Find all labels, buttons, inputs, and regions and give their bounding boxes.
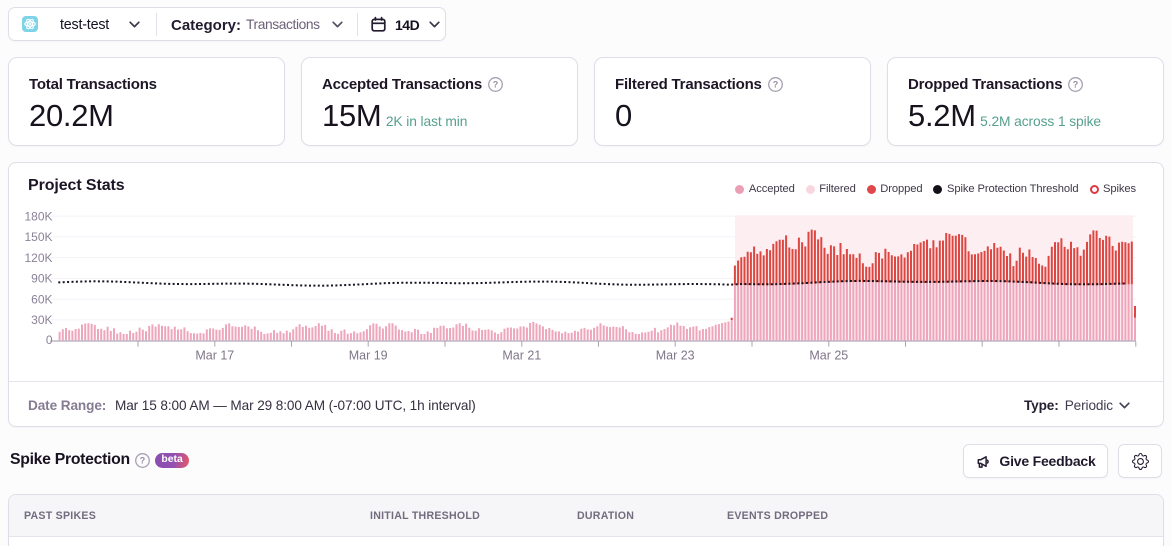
svg-text:Mar 17: Mar 17 xyxy=(195,349,234,363)
svg-text:Mar 19: Mar 19 xyxy=(349,349,388,363)
svg-text:120K: 120K xyxy=(24,251,52,265)
svg-text:150K: 150K xyxy=(24,230,52,244)
svg-text:0: 0 xyxy=(46,333,53,347)
svg-text:?: ? xyxy=(140,455,146,465)
svg-text:Mar 21: Mar 21 xyxy=(502,349,541,363)
svg-text:?: ? xyxy=(493,80,499,90)
svg-text:90K: 90K xyxy=(31,272,52,286)
svg-text:?: ? xyxy=(1073,80,1079,90)
svg-text:60K: 60K xyxy=(31,292,52,306)
svg-text:Mar 23: Mar 23 xyxy=(656,349,695,363)
svg-text:30K: 30K xyxy=(31,313,52,327)
svg-text:180K: 180K xyxy=(24,209,52,223)
svg-text:Mar 25: Mar 25 xyxy=(809,349,848,363)
svg-text:?: ? xyxy=(772,80,778,90)
